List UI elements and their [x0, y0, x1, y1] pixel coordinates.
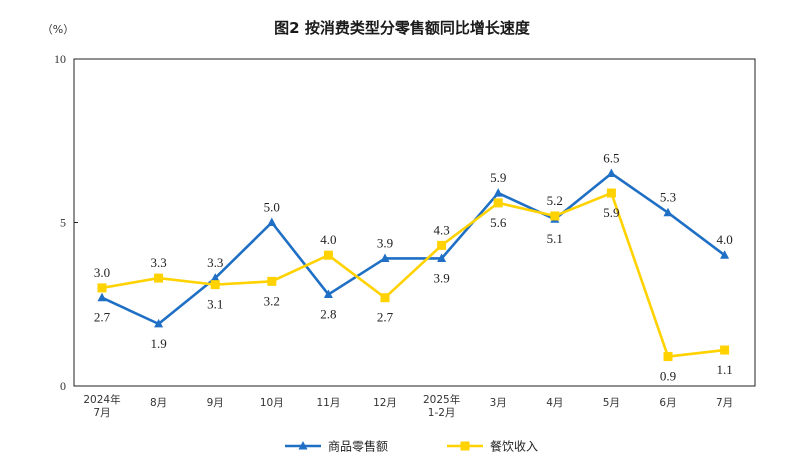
x-tick-label: 6月 [659, 397, 676, 409]
legend-label: 餐饮收入 [490, 439, 538, 454]
data-label: 1.9 [150, 336, 166, 351]
data-point [720, 250, 730, 259]
data-label: 1.1 [716, 362, 732, 377]
series-line-2 [101, 191, 725, 358]
data-point [380, 293, 390, 303]
data-point [267, 276, 277, 286]
data-label: 0.9 [660, 369, 676, 384]
data-point [267, 217, 277, 226]
x-tick-label: 2025年 [423, 393, 460, 406]
data-label: 3.0 [94, 265, 110, 280]
data-point [606, 188, 616, 198]
data-label: 6.5 [603, 150, 619, 165]
data-point [210, 280, 220, 290]
y-tick-label: 5 [60, 216, 66, 230]
x-tick-label: 8月 [150, 397, 167, 409]
plot-area-frame [73, 58, 756, 387]
data-label: 3.3 [207, 255, 223, 270]
x-tick-label: 3月 [490, 397, 507, 409]
series-layer [97, 168, 730, 362]
data-point [210, 273, 220, 282]
x-tick-label: 11月 [316, 397, 340, 409]
data-label: 2.7 [377, 310, 394, 325]
x-tick-label: 10月 [260, 397, 284, 409]
x-tick-label: 1-2月 [428, 407, 456, 419]
data-point [663, 352, 673, 362]
y-tick-label: 0 [60, 379, 66, 393]
data-label: 2.8 [320, 306, 336, 321]
y-tick-label: 10 [54, 52, 66, 66]
data-label: 5.1 [547, 231, 563, 246]
data-labels: 2.7 1.9 3.3 5.0 2.8 3.9 3.9 5.9 5.1 6.5 5.3 4.0 3.0 3… [94, 150, 733, 383]
x-tick-label: 2024年 [83, 393, 120, 406]
data-label: 4.0 [716, 232, 732, 247]
x-tick-label: 12月 [373, 397, 397, 409]
data-label: 3.9 [377, 235, 393, 250]
data-point [154, 318, 164, 328]
data-label: 5.2 [547, 193, 563, 208]
chart-title: 图2 按消费类型分零售额同比增长速度 [274, 19, 531, 37]
data-point [663, 207, 673, 217]
data-label: 3.1 [207, 297, 223, 312]
y-unit-label: （%） [42, 23, 74, 36]
data-point [493, 198, 503, 208]
data-label: 3.9 [433, 270, 449, 285]
data-point [437, 253, 447, 262]
data-point [493, 188, 503, 197]
data-label: 5.3 [660, 190, 676, 205]
data-label: 2.7 [94, 310, 111, 325]
data-point [154, 273, 164, 283]
data-label: 4.3 [433, 222, 449, 237]
x-tick-label: 4月 [546, 397, 563, 409]
data-label: 4.0 [320, 232, 336, 247]
data-point [97, 292, 107, 302]
legend-marker [298, 441, 308, 450]
data-point [97, 283, 107, 293]
data-point [323, 289, 333, 298]
y-axis: 0 5 10 [54, 52, 78, 393]
data-point [550, 211, 560, 221]
data-label: 5.9 [490, 170, 506, 185]
x-tick-label: 9月 [207, 397, 224, 409]
data-label: 5.9 [603, 205, 619, 220]
data-point [606, 168, 616, 177]
data-label: 3.3 [150, 255, 166, 270]
series-line-1 [101, 172, 726, 326]
data-point [380, 253, 390, 262]
x-tick-label: 5月 [603, 397, 620, 409]
data-label: 5.6 [490, 215, 507, 230]
data-point [437, 240, 447, 250]
data-point [323, 250, 333, 260]
x-tick-label: 7月 [716, 397, 733, 409]
legend-label: 商品零售额 [328, 439, 388, 454]
data-label: 5.0 [264, 200, 280, 215]
x-tick-label: 7月 [93, 407, 110, 419]
legend-marker [460, 441, 470, 451]
legend: 商品零售额 餐饮收入 [285, 439, 538, 454]
data-point [720, 345, 730, 355]
data-label: 3.2 [264, 293, 280, 308]
